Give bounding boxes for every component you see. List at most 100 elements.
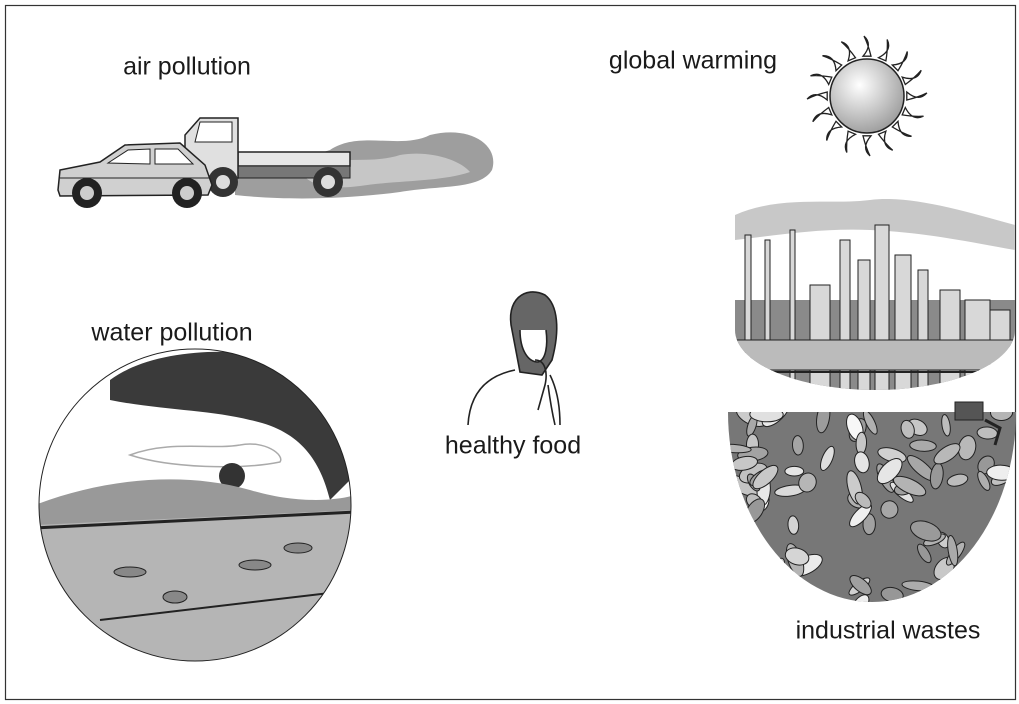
waste-icon-part-part [749,412,784,423]
factory-icon-part-part [839,239,851,390]
sun-icon-part [810,73,833,87]
water-scene-icon-part [39,510,351,530]
sun-icon-part [840,41,857,62]
sun-icon [806,35,928,157]
water-scene-icon [39,349,351,661]
waste-icon-part-part [999,561,1014,583]
sun-icon-part [861,35,872,57]
waste-icon-part-part [933,443,961,465]
waste-icon-part-part [820,445,835,471]
water-scene-icon-part-part [162,590,188,604]
waste-icon-part-part [917,543,932,564]
waste-icon-part-part [816,412,831,434]
factory-icon-part-part [894,254,912,390]
waste-icon-part-part [784,465,805,477]
waste-icon-part-part [728,601,740,602]
label-water-pollution: water pollution [90,319,252,347]
sun-icon-part [826,120,844,141]
bulldozer-icon [954,401,1002,446]
waste-icon-part-part [740,578,761,598]
sun-icon-part [876,39,890,62]
label-healthy-food: healthy food [445,432,581,460]
waste-icon-part-part [813,600,843,602]
waste-icon-part-part [728,556,746,571]
sun-icon-part [877,130,894,151]
waste-icon-part-part [728,501,737,518]
factory-icon-part-part [764,239,771,390]
water-scene-icon-part [113,542,313,604]
bulldozer-icon-part [984,418,1002,446]
traffic-icon-part [216,175,230,189]
waste-icon-part-part [990,412,1014,422]
waste-icon-part-part [928,589,962,602]
waste-icon-part-part [900,419,915,439]
waste-icon-part-part [752,464,779,490]
sun-icon-part [844,130,858,153]
sun-icon-part [901,105,924,119]
traffic-icon-part [80,186,94,200]
label-industrial-wastes: industrial wastes [796,617,981,645]
waste-icon-part-part [791,435,804,456]
sun-icon-part [891,119,912,137]
water-scene-border [38,348,352,662]
label-global-warming: global warming [609,47,777,75]
waste-icon-part-part [978,540,1000,560]
factory-icon-part-part [874,224,890,390]
waste-icon-part-part [752,579,774,602]
factory-icon-part-part [789,229,796,390]
waste-icon-part-part [728,443,752,454]
waste-icon-part-part [996,503,1012,527]
waste-icon-part-part [946,473,969,487]
label-air-pollution: air pollution [123,53,251,81]
sun-icon-part [906,90,928,101]
waste-icon-part-part [768,557,786,585]
traffic-icon-part [106,148,195,165]
person-icon [467,291,561,426]
frame [4,4,1017,701]
waste-icon-part-part [798,472,817,493]
water-scene-icon-part [110,351,351,500]
waste-icon-part-part [941,414,951,437]
sun-icon-part [806,91,828,102]
factory-icon-part-part [857,259,871,390]
waste-icon-part-part [997,522,1013,546]
sun-icon-part [829,58,905,134]
factory-icon-part-part [917,269,929,390]
waste-icon-part-part [728,560,748,579]
factory-icon-part-part [744,234,752,390]
sun-icon-part [862,135,873,157]
waste-icon-part-part [910,520,942,542]
waste-icon-part-part [977,470,991,491]
traffic-icon [57,117,494,208]
sun-icon-part [890,51,908,72]
waste-icon-part-part [947,534,959,567]
waste-icon-part-part [880,500,899,519]
waste-icon [728,412,1016,602]
waste-icon-part-part [756,549,773,566]
sun-icon-part [822,55,843,73]
traffic-icon-part [321,175,335,189]
waste-icon-part-part [909,439,937,452]
waste-icon-part-part [787,515,800,535]
waste-icon-part-part [849,575,872,596]
water-scene-icon-part [219,463,245,489]
waste-icon-part-part [854,451,870,474]
bulldozer-icon-part [954,401,984,421]
water-scene-icon-part [39,510,351,661]
waste-icon-part-part [973,584,993,602]
traffic-icon-part [194,121,233,143]
waste-icon-part-part [938,583,971,602]
waste-icon-part-part [876,458,903,485]
person-icon-part [467,369,561,426]
factory-icon [735,199,1015,390]
waste-icon-part-part [784,547,810,566]
traffic-icon-part [237,151,351,167]
waste-icon-part-part [862,412,878,435]
water-scene-icon-part [99,589,351,621]
sun-icon-part [812,106,833,123]
waste-icon-part-part [737,584,765,602]
waste-icon-part-part [854,491,872,509]
person-icon-part [519,329,548,363]
water-scene-icon-part-part [283,542,313,554]
